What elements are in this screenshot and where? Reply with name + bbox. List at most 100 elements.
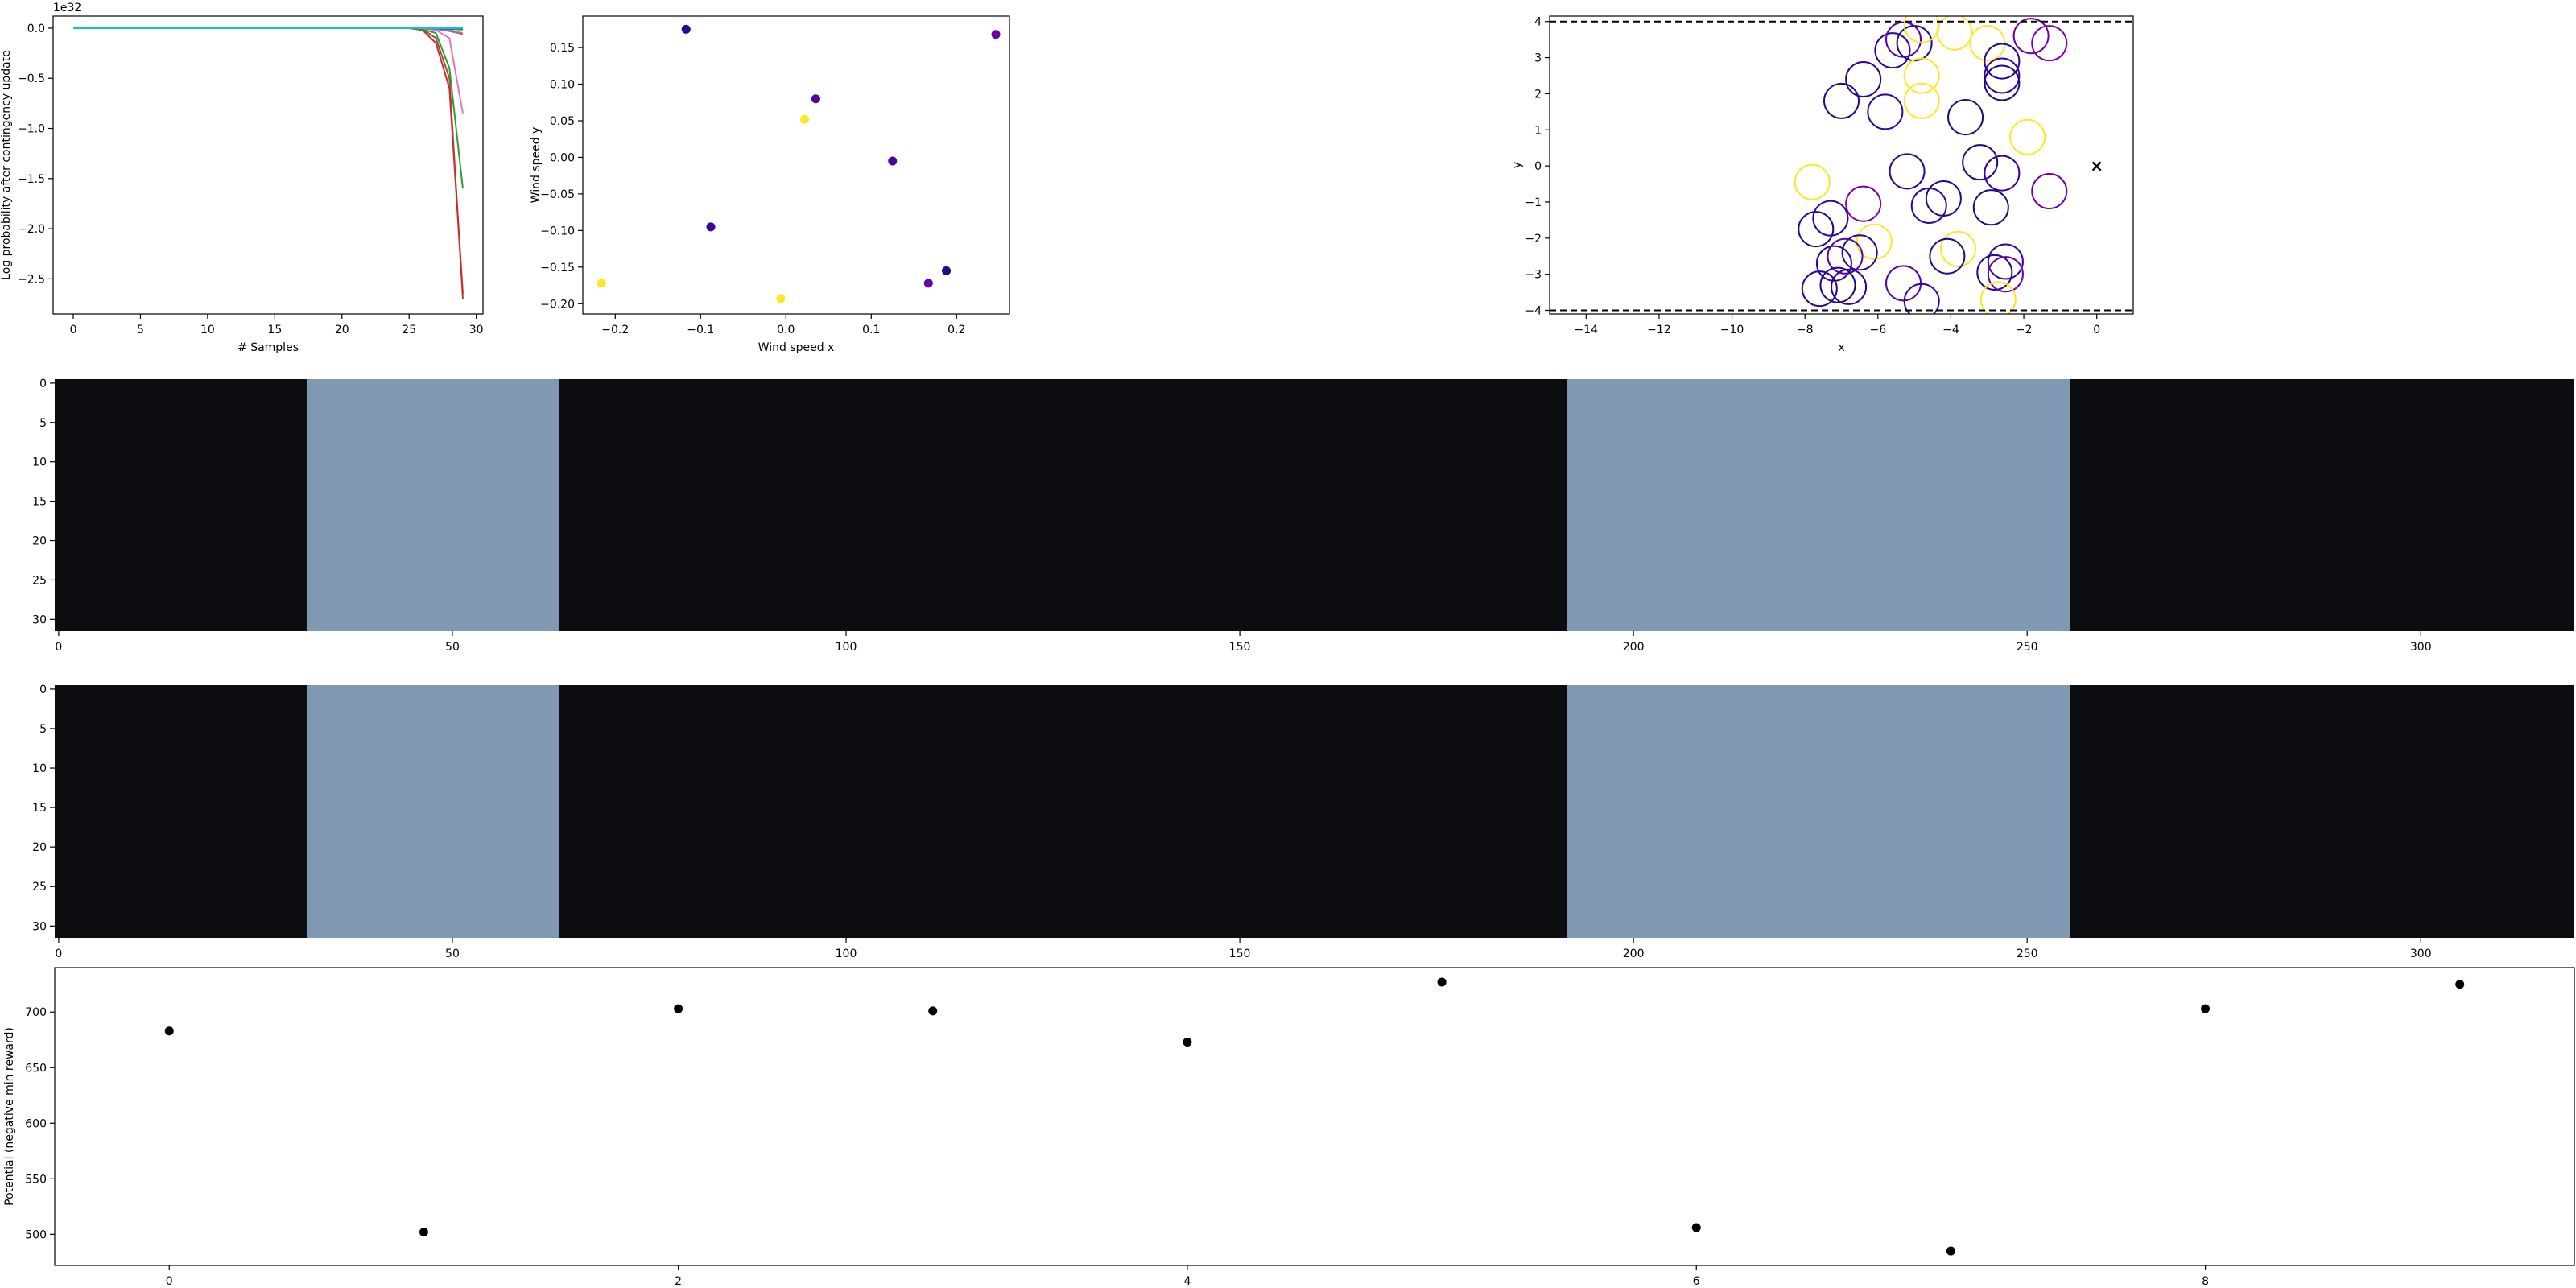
y-tick-label: 1 <box>1534 124 1542 137</box>
x-tick-label: 200 <box>1623 641 1645 654</box>
circle-obstacle <box>2031 25 2068 62</box>
x-tick-label: 0 <box>55 947 62 960</box>
circle-obstacle <box>2013 18 2050 55</box>
x-tick-label: 100 <box>836 947 857 960</box>
circle-obstacle <box>1939 230 1977 267</box>
x-tick-label: −6 <box>1869 324 1886 336</box>
series-line <box>73 27 464 189</box>
x-tick-label: −0.2 <box>601 324 629 336</box>
x-axis-label: Wind speed x <box>758 341 835 354</box>
x-tick-label: 0 <box>166 1275 173 1288</box>
y-tick-label: −0.10 <box>540 225 575 237</box>
circle-obstacle <box>2009 118 2046 155</box>
circle-obstacle <box>1984 155 2021 192</box>
axes-frame <box>54 967 2575 1266</box>
circle-obstacle <box>1962 144 1999 181</box>
circle-obstacle <box>1910 187 1947 224</box>
circle-obstacle <box>1987 243 2024 280</box>
series-line <box>73 27 464 35</box>
circle-obstacle <box>1896 25 1933 62</box>
x-tick-label: 0 <box>70 324 77 336</box>
circle-obstacle <box>1984 57 2021 94</box>
y-tick-label: 500 <box>25 1228 47 1241</box>
circle-obstacle <box>1812 200 1849 237</box>
x-tick-label: 300 <box>2410 641 2432 654</box>
image-band <box>1567 685 2070 938</box>
y-tick-label: 15 <box>32 496 47 509</box>
y-tick-label: 5 <box>39 723 47 736</box>
x-tick-label: 0.0 <box>777 324 795 336</box>
x-tick-label: 2 <box>675 1275 682 1288</box>
circle-obstacle <box>1845 185 1882 222</box>
x-tick-label: 5 <box>137 324 144 336</box>
x-tick-label: −12 <box>1647 324 1671 336</box>
image-band <box>2070 685 2574 938</box>
axes-frame <box>52 15 484 315</box>
x-tick-label: 150 <box>1229 641 1251 654</box>
data-point <box>706 222 716 232</box>
x-tick-label: 250 <box>2017 641 2038 654</box>
y-tick-label: 5 <box>39 417 47 430</box>
x-tick-label: 8 <box>2202 1275 2209 1288</box>
circle-obstacle <box>1827 237 1864 275</box>
x-axis-label: x <box>1838 341 1844 354</box>
y-tick-label: 3 <box>1534 52 1542 65</box>
chart-img1: 0 50 100 150 200 250 300 0 5 10 15 20 25 30 <box>32 378 2574 654</box>
data-point <box>1183 1038 1192 1046</box>
circle-obstacle <box>1903 283 1940 314</box>
circle-obstacle <box>1903 82 1940 119</box>
circle-obstacle <box>1984 64 2021 101</box>
y-tick-label: −2 <box>1525 233 1542 246</box>
data-point <box>681 24 691 34</box>
circle-obstacle <box>1947 99 1984 136</box>
y-tick-label: 0.00 <box>550 151 575 164</box>
y-axis-label: Log probability after contingency update <box>0 50 13 280</box>
y-tick-label: 10 <box>32 456 47 469</box>
image-band <box>307 685 559 938</box>
x-tick-label: −4 <box>1942 324 1959 336</box>
circle-obstacle <box>1925 180 1962 217</box>
image-band <box>307 379 559 631</box>
chart-wind: −0.2 −0.1 0.0 0.1 0.2 0.15 0.10 0.05 0.00 −0.05 −0… <box>530 15 1010 354</box>
y-tick-label: 650 <box>25 1062 47 1075</box>
data-point <box>597 279 606 288</box>
y-offset-text: 1e32 <box>53 2 81 14</box>
image-band <box>1567 379 2070 631</box>
y-tick-label: −2.0 <box>18 223 45 236</box>
y-tick-label: −3 <box>1525 269 1542 282</box>
series-line <box>73 27 464 114</box>
data-point <box>2201 1004 2211 1013</box>
x-tick-label: 50 <box>445 641 460 654</box>
x-tick-label: 0.1 <box>862 324 880 336</box>
circle-obstacle <box>1979 281 2017 314</box>
data-point <box>991 30 1001 39</box>
y-tick-label: 700 <box>25 1006 47 1019</box>
image-band <box>55 379 307 631</box>
axes-frame <box>1549 15 2134 315</box>
y-tick-label: 0 <box>1534 160 1542 173</box>
data-point <box>1437 977 1447 987</box>
series-group <box>73 27 464 299</box>
circle-obstacle <box>1867 93 1904 130</box>
y-tick-label: −0.20 <box>540 298 575 311</box>
y-tick-label: 0.05 <box>550 115 575 128</box>
chart-potential: 0 2 4 6 8 700 650 600 550 500 Potential (negative … <box>3 967 2575 1288</box>
x-tick-label: 150 <box>1229 947 1251 960</box>
x-tick-label: −2 <box>2016 324 2033 336</box>
y-tick-label: −4 <box>1525 305 1542 318</box>
x-tick-label: 300 <box>2410 947 2432 960</box>
data-point <box>928 1006 938 1016</box>
circle-obstacle <box>1889 153 1926 190</box>
chart-circles: × −14 −12 −10 −8 −6 −4 −2 0 4 3 2 1 0 −1 −2 −3 −4 x y <box>1511 15 2134 354</box>
circle-obstacle <box>1929 237 1966 275</box>
x-tick-label: 15 <box>267 324 282 336</box>
data-point <box>674 1004 683 1013</box>
x-tick-label: 25 <box>402 324 416 336</box>
circle-obstacle <box>1831 268 1868 305</box>
y-tick-label: 0.10 <box>550 79 575 92</box>
data-point <box>164 1026 174 1036</box>
data-point <box>800 114 810 124</box>
image-band <box>2070 379 2574 631</box>
circle-obstacle <box>1856 223 1893 260</box>
circle-obstacle <box>1794 163 1831 200</box>
